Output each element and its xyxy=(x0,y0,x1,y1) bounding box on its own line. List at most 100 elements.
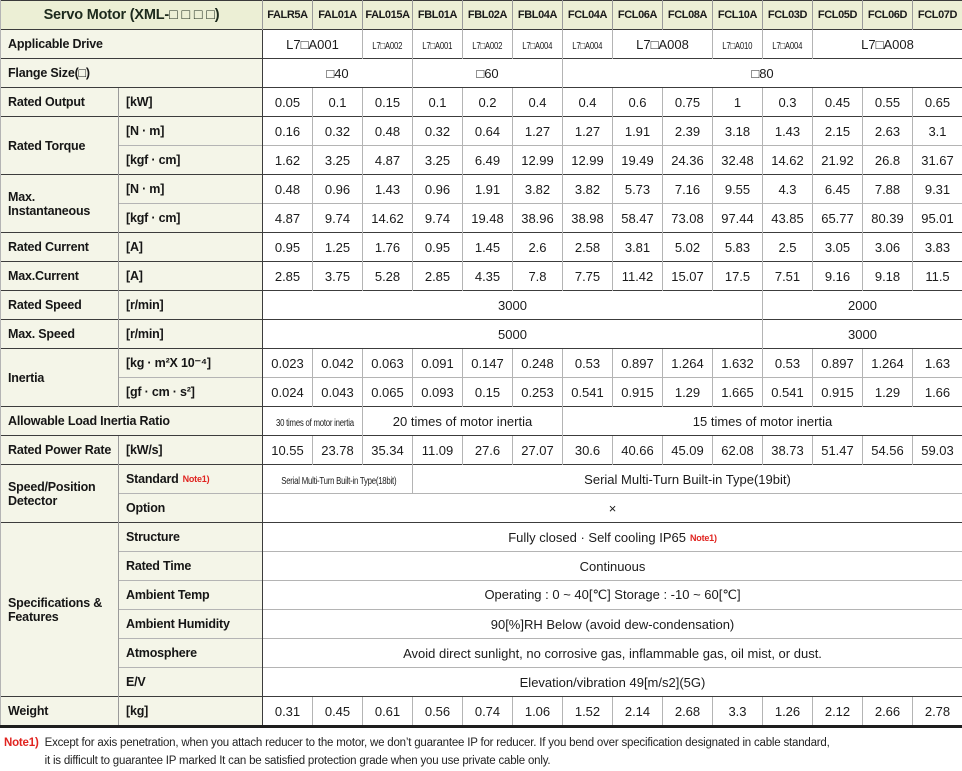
spec-value-cell: 0.05 xyxy=(263,88,313,117)
condensed-text: L7□A004 xyxy=(573,41,603,52)
spec-value-cell: 1.66 xyxy=(913,378,962,407)
spec-value-cell: 38.98 xyxy=(563,204,613,233)
column-header-model: FCL10A xyxy=(713,1,763,30)
spec-value-cell: 2.39 xyxy=(663,117,713,146)
table-row: Allowable Load Inertia Ratio 30 times of … xyxy=(1,407,962,436)
spec-value-cell: 65.77 xyxy=(813,204,863,233)
column-header-model: FCL07D xyxy=(913,1,962,30)
spec-value-cell: 2.85 xyxy=(263,262,313,291)
footnote-marker: Note1) xyxy=(4,735,39,753)
row-sublabel: [N · m] xyxy=(119,117,263,146)
spec-value-cell: 3.75 xyxy=(313,262,363,291)
condensed-text: L7□A002 xyxy=(373,41,403,52)
column-header-model: FCL03D xyxy=(763,1,813,30)
spec-value-cell: 0.4 xyxy=(513,88,563,117)
spec-value-cell: 0.024 xyxy=(263,378,313,407)
condensed-text: 30 times of motor inertia xyxy=(276,418,354,429)
spec-value-cell: 0.53 xyxy=(563,349,613,378)
spec-value-cell: 0.95 xyxy=(413,233,463,262)
column-header-model: FCL04A xyxy=(563,1,613,30)
spec-value-cell: 1.06 xyxy=(513,697,563,727)
spec-value-cell: 4.87 xyxy=(363,146,413,175)
row-sublabel: [A] xyxy=(119,233,263,262)
row-label: Allowable Load Inertia Ratio xyxy=(1,407,263,436)
spec-value-cell: 30 times of motor inertia xyxy=(263,407,363,436)
footnote-line2: it is difficult to guarantee IP marked I… xyxy=(45,753,830,771)
spec-value-cell: 2.66 xyxy=(863,697,913,727)
spec-value-cell: 3.25 xyxy=(313,146,363,175)
spec-value-cell: 3.83 xyxy=(913,233,962,262)
spec-value-cell: 9.55 xyxy=(713,175,763,204)
column-header-model: FCL05D xyxy=(813,1,863,30)
spec-value-cell: □60 xyxy=(413,59,563,88)
spec-value-cell: 14.62 xyxy=(763,146,813,175)
spec-value-cell: 0.96 xyxy=(413,175,463,204)
spec-value-cell: 95.01 xyxy=(913,204,962,233)
spec-value-cell: 80.39 xyxy=(863,204,913,233)
spec-value-cell: 0.043 xyxy=(313,378,363,407)
spec-value-cell: 15 times of motor inertia xyxy=(563,407,962,436)
spec-value-cell: 1.45 xyxy=(463,233,513,262)
spec-value-cell: 3.82 xyxy=(513,175,563,204)
column-header-model: FALR5A xyxy=(263,1,313,30)
spec-value-cell: 2.78 xyxy=(913,697,962,727)
spec-value-cell: 9.16 xyxy=(813,262,863,291)
spec-value-cell: 0.45 xyxy=(313,697,363,727)
spec-value-cell: 11.42 xyxy=(613,262,663,291)
spec-value-cell: 90[%]RH Below (avoid dew-condensation) xyxy=(263,610,962,639)
spec-value-cell: 3.82 xyxy=(563,175,613,204)
spec-value-cell: 0.31 xyxy=(263,697,313,727)
spec-value-cell: 45.09 xyxy=(663,436,713,465)
row-sublabel: Ambient Temp xyxy=(119,581,263,610)
spec-value-cell: 2.85 xyxy=(413,262,463,291)
row-sublabel: [kg · m²X 10⁻⁴] xyxy=(119,349,263,378)
spec-value-cell: 1.632 xyxy=(713,349,763,378)
spec-value-cell: □40 xyxy=(263,59,413,88)
spec-value-cell: 9.31 xyxy=(913,175,962,204)
spec-value-cell: Elevation/vibration 49[m/s2](5G) xyxy=(263,668,962,697)
spec-value-cell: 1.27 xyxy=(513,117,563,146)
spec-value-cell: 12.99 xyxy=(563,146,613,175)
spec-value-cell: 2.68 xyxy=(663,697,713,727)
spec-value-cell: 2000 xyxy=(763,291,962,320)
row-label: Max. Speed xyxy=(1,320,119,349)
row-label: Rated Current xyxy=(1,233,119,262)
spec-value-cell: 0.915 xyxy=(613,378,663,407)
condensed-text: L7□A010 xyxy=(723,41,753,52)
spec-value-cell: 5.73 xyxy=(613,175,663,204)
row-sublabel: E/V xyxy=(119,668,263,697)
spec-value-cell: 5000 xyxy=(263,320,763,349)
row-label: Rated Power Rate xyxy=(1,436,119,465)
spec-value-cell: 0.1 xyxy=(313,88,363,117)
spec-value-cell: 0.15 xyxy=(463,378,513,407)
row-sublabel: Rated Time xyxy=(119,552,263,581)
spec-value-cell: 1.63 xyxy=(913,349,962,378)
spec-value-cell: 3.18 xyxy=(713,117,763,146)
condensed-text: Serial Multi-Turn Built-in Type(18bit) xyxy=(281,476,396,487)
spec-value-cell: 0.56 xyxy=(413,697,463,727)
spec-value-cell: 0.64 xyxy=(463,117,513,146)
note-marker: Note1) xyxy=(690,533,717,543)
spec-value-cell: 27.07 xyxy=(513,436,563,465)
spec-value-cell: 11.09 xyxy=(413,436,463,465)
note-marker: Note1) xyxy=(183,474,210,484)
spec-value-cell: 2.12 xyxy=(813,697,863,727)
spec-value-cell: 1.264 xyxy=(663,349,713,378)
spec-value-cell: 0.55 xyxy=(863,88,913,117)
spec-value-cell: 6.49 xyxy=(463,146,513,175)
spec-value-cell: 9.74 xyxy=(313,204,363,233)
spec-value-cell: 51.47 xyxy=(813,436,863,465)
column-header-model: FBL04A xyxy=(513,1,563,30)
row-sublabel: [kgf · cm] xyxy=(119,204,263,233)
row-sublabel: [kgf · cm] xyxy=(119,146,263,175)
column-header-model: FCL08A xyxy=(663,1,713,30)
spec-value-cell: 0.541 xyxy=(563,378,613,407)
spec-value-cell: 0.65 xyxy=(913,88,962,117)
spec-value-cell: 2.58 xyxy=(563,233,613,262)
spec-value-cell: 38.73 xyxy=(763,436,813,465)
